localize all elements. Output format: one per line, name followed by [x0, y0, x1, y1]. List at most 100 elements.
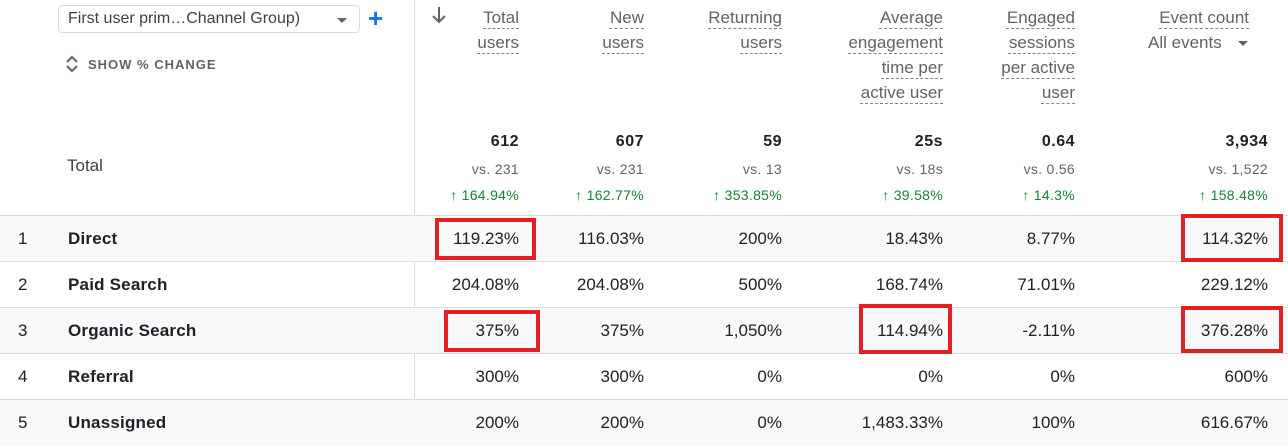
cell-avg-engagement-time: 114.94%: [877, 321, 943, 340]
highlight-box-organic-total-users: [444, 310, 540, 352]
header-line: users: [477, 33, 519, 52]
row-index: 1: [18, 229, 28, 248]
highlight-box-direct-total-users: [435, 218, 536, 260]
highlight-box-organic-avg-engagement: [859, 304, 952, 354]
highlight-box-direct-event-count: [1181, 214, 1283, 262]
column-header-event-count[interactable]: Event count: [1159, 5, 1249, 30]
cell-event-count: 376.28%: [1200, 321, 1268, 340]
cell-new-users: 204.08%: [576, 275, 644, 294]
cell-returning-users: 0%: [757, 367, 782, 386]
cell-avg-engagement-time: 18.43%: [885, 229, 943, 248]
cell-total-users: 375%: [475, 321, 519, 340]
cell-new-users: 375%: [600, 321, 644, 340]
header-line: Engaged: [1006, 8, 1075, 27]
cell-new-users: 200%: [600, 413, 644, 432]
cell-engaged-sessions: 0%: [1050, 367, 1075, 386]
total-change: ↑ 164.94%: [450, 187, 519, 203]
table-row[interactable]: 4 Referral 300% 300% 0% 0% 0% 600%: [0, 353, 1288, 399]
header-line: time per: [881, 58, 943, 77]
header-line: Total: [483, 8, 519, 27]
total-compare: vs. 231: [471, 161, 519, 177]
total-cell-total-users: 612 vs. 231 ↑ 164.94%: [450, 131, 519, 208]
header-line: engagement: [848, 33, 943, 52]
cell-total-users: 119.23%: [453, 229, 519, 248]
cell-engaged-sessions: 100%: [1031, 413, 1075, 432]
cell-new-users: 116.03%: [578, 229, 644, 248]
total-change: ↑ 39.58%: [882, 187, 943, 203]
total-cell-avg-engagement-time: 25s vs. 18s ↑ 39.58%: [882, 131, 943, 208]
column-header-avg-engagement-time[interactable]: Average engagement time per active user: [848, 5, 943, 105]
add-dimension-button[interactable]: +: [368, 3, 384, 33]
cell-returning-users: 500%: [738, 275, 782, 294]
chevron-down-icon: [1237, 40, 1248, 46]
total-label: Total: [67, 156, 103, 175]
total-cell-returning-users: 59 vs. 13 ↑ 353.85%: [713, 131, 782, 208]
total-value: 59: [763, 133, 782, 150]
cell-event-count: 229.12%: [1200, 275, 1268, 294]
cell-engaged-sessions: 71.01%: [1017, 275, 1075, 294]
total-value: 0.64: [1041, 133, 1075, 150]
row-dimension-value[interactable]: Direct: [68, 229, 118, 248]
chevron-down-icon: [337, 18, 347, 23]
unfold-icon: [66, 55, 78, 73]
total-compare: vs. 231: [596, 161, 644, 177]
total-change: ↑ 162.77%: [575, 187, 644, 203]
table-row[interactable]: 1 Direct 119.23% 116.03% 200% 18.43% 8.7…: [0, 215, 1288, 261]
cell-event-count: 600%: [1224, 367, 1268, 386]
dimension-selector-label: First user prim…Channel Group): [68, 10, 301, 27]
row-index: 4: [18, 367, 28, 386]
cell-event-count: 616.67%: [1200, 413, 1268, 432]
column-header-returning-users[interactable]: Returning users: [708, 5, 782, 55]
highlight-box-organic-event-count: [1181, 306, 1283, 353]
header-line: active user: [860, 83, 943, 102]
row-index: 3: [18, 321, 28, 340]
total-value: 612: [490, 133, 519, 150]
cell-returning-users: 1,050%: [724, 321, 782, 340]
header-line: users: [740, 33, 782, 52]
total-cell-new-users: 607 vs. 231 ↑ 162.77%: [575, 131, 644, 208]
cell-total-users: 204.08%: [451, 275, 519, 294]
header-line: Average: [879, 8, 943, 27]
cell-returning-users: 0%: [757, 413, 782, 432]
total-cell-event-count: 3,934 vs. 1,522 ↑ 158.48%: [1199, 131, 1268, 208]
total-value: 607: [615, 133, 644, 150]
total-compare: vs. 0.56: [1023, 161, 1075, 177]
event-filter-label: All events: [1148, 33, 1222, 52]
total-compare: vs. 13: [742, 161, 782, 177]
show-change-label: SHOW % CHANGE: [88, 56, 217, 72]
column-header-new-users[interactable]: New users: [602, 5, 644, 55]
cell-event-count: 114.32%: [1202, 229, 1268, 248]
total-change: ↑ 158.48%: [1199, 187, 1268, 203]
table-row[interactable]: 3 Organic Search 375% 375% 1,050% 114.94…: [0, 307, 1288, 353]
row-dimension-value[interactable]: Paid Search: [68, 275, 168, 294]
header-line: per active: [1001, 58, 1075, 77]
total-compare: vs. 1,522: [1208, 161, 1268, 177]
column-header-total-users[interactable]: Total users: [477, 5, 519, 55]
total-value: 25s: [914, 133, 943, 150]
header-line: Returning: [708, 8, 782, 27]
dimension-selector[interactable]: First user prim…Channel Group): [58, 5, 360, 33]
cell-total-users: 300%: [475, 367, 519, 386]
total-compare: vs. 18s: [896, 161, 943, 177]
header-line: users: [602, 33, 644, 52]
show-change-toggle[interactable]: SHOW % CHANGE: [66, 55, 217, 73]
table-row[interactable]: 2 Paid Search 204.08% 204.08% 500% 168.7…: [0, 261, 1288, 307]
event-filter-dropdown[interactable]: All events: [1148, 33, 1248, 53]
header-line: sessions: [1008, 33, 1075, 52]
row-index: 5: [18, 413, 28, 432]
table-row[interactable]: 5 Unassigned 200% 200% 0% 1,483.33% 100%…: [0, 399, 1288, 446]
row-index: 2: [18, 275, 28, 294]
cell-engaged-sessions: -2.11%: [1022, 321, 1075, 340]
cell-avg-engagement-time: 0%: [918, 367, 943, 386]
cell-avg-engagement-time: 168.74%: [875, 275, 943, 294]
row-dimension-value[interactable]: Unassigned: [68, 413, 167, 432]
row-dimension-value[interactable]: Organic Search: [68, 321, 197, 340]
sort-down-arrow-icon[interactable]: [431, 5, 447, 25]
header-line: New: [609, 8, 644, 27]
row-dimension-value[interactable]: Referral: [68, 367, 134, 386]
column-header-engaged-sessions[interactable]: Engaged sessions per active user: [1001, 5, 1075, 105]
total-cell-engaged-sessions: 0.64 vs. 0.56 ↑ 14.3%: [1022, 131, 1075, 208]
cell-engaged-sessions: 8.77%: [1026, 229, 1075, 248]
cell-new-users: 300%: [600, 367, 644, 386]
cell-total-users: 200%: [475, 413, 519, 432]
